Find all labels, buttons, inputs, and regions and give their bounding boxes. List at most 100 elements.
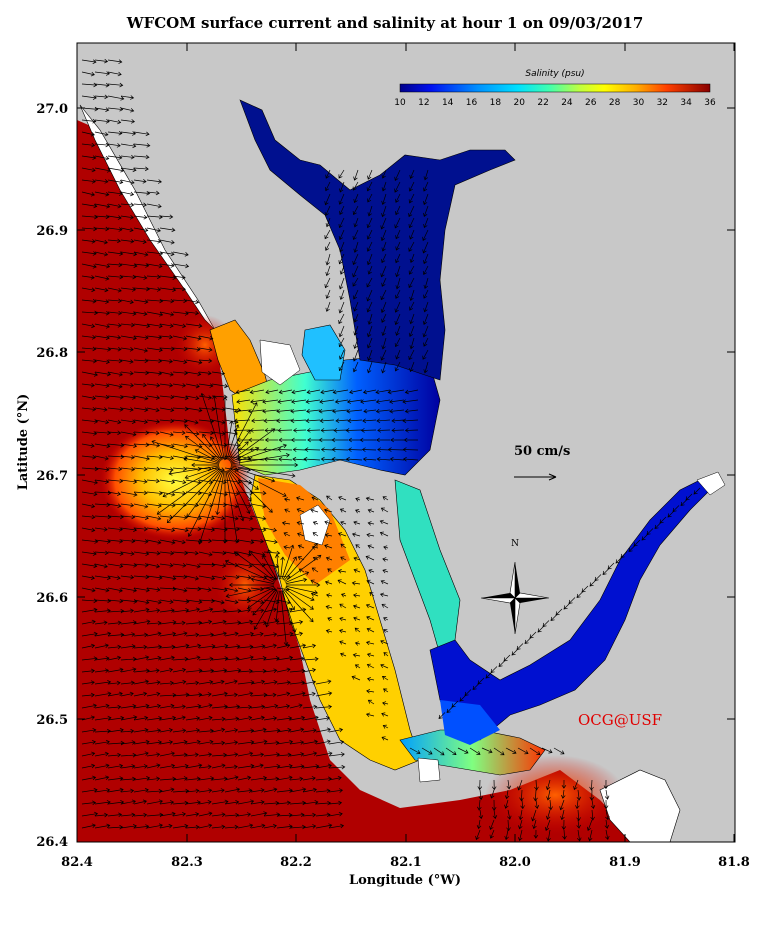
current-vector (159, 599, 174, 604)
current-vector (680, 499, 688, 506)
current-vector (387, 447, 405, 452)
current-vector (379, 531, 389, 537)
current-vector (146, 716, 163, 721)
current-vector (281, 544, 295, 580)
current-vector (81, 406, 97, 412)
current-vector (517, 747, 529, 755)
current-vector (81, 454, 97, 460)
current-vector (654, 522, 662, 529)
current-vector (267, 549, 279, 580)
current-vector (159, 298, 175, 304)
current-vector (94, 179, 109, 184)
current-vector (159, 311, 175, 317)
current-vector (81, 335, 96, 340)
current-vector (345, 428, 363, 433)
current-vector (94, 287, 109, 293)
current-vector (685, 493, 693, 501)
current-vector (120, 667, 137, 673)
current-vector (381, 325, 387, 337)
current-vector (159, 334, 173, 340)
current-vector (339, 241, 345, 253)
current-vector (306, 389, 321, 395)
current-vector (224, 515, 239, 521)
current-vector (224, 491, 240, 496)
current-vector (263, 539, 278, 545)
current-vector (156, 468, 221, 515)
island-small-3 (417, 757, 441, 783)
current-vector (560, 809, 565, 821)
current-vector (331, 456, 349, 462)
x-tick-labels: 82.4 82.3 82.2 82.1 82.0 81.9 81.8 (61, 855, 750, 870)
current-vector (194, 449, 220, 463)
current-vector (94, 800, 111, 805)
current-vector (351, 580, 361, 586)
current-vector (120, 311, 137, 316)
current-vector (451, 700, 459, 708)
x-tick-label: 82.4 (61, 855, 93, 870)
current-vector (302, 787, 317, 793)
current-vector (198, 515, 215, 521)
current-vector (394, 337, 401, 348)
current-vector (159, 467, 174, 472)
current-vector (229, 468, 259, 490)
current-vector (340, 652, 347, 657)
current-vector (366, 689, 375, 694)
current-vector (94, 715, 112, 721)
current-vector (366, 325, 373, 338)
current-vector (302, 728, 317, 733)
current-vector (107, 608, 125, 614)
current-vector (337, 579, 347, 585)
x-tick-label: 82.3 (171, 855, 203, 870)
current-vector (289, 691, 306, 697)
current-vector (320, 456, 335, 462)
current-vector (107, 587, 123, 593)
current-vector (253, 590, 278, 630)
current-vector (247, 588, 276, 609)
current-vector (120, 179, 135, 185)
current-vector (133, 323, 151, 329)
current-vector (172, 800, 189, 806)
current-vector (353, 241, 359, 253)
current-vector (387, 389, 405, 395)
current-vector (185, 716, 201, 721)
current-vector (641, 533, 649, 541)
current-vector (278, 456, 293, 462)
current-vector (376, 437, 390, 443)
current-vector (395, 229, 401, 240)
current-vector (589, 579, 597, 587)
colorbar-label: 30 (633, 98, 645, 108)
current-vector (324, 229, 331, 240)
current-vector (553, 747, 565, 755)
current-vector (408, 181, 415, 192)
current-vector (133, 764, 148, 769)
current-vector (81, 95, 97, 100)
x-tick-label: 81.8 (718, 855, 750, 870)
current-vector (81, 323, 96, 329)
current-vector (237, 823, 254, 829)
current-vector (133, 727, 149, 733)
current-vector (402, 418, 419, 424)
current-vector (380, 217, 387, 230)
current-vector (498, 660, 506, 667)
current-vector (233, 551, 276, 582)
current-vector (185, 526, 202, 532)
current-vector (289, 607, 307, 613)
current-vector (224, 587, 239, 593)
current-vector (576, 819, 581, 829)
current-vector (224, 800, 240, 805)
current-vector (146, 620, 162, 626)
current-vector (302, 751, 318, 757)
current-vector (246, 587, 275, 601)
current-vector (380, 579, 389, 585)
current-vector (94, 775, 110, 781)
current-vector (224, 740, 239, 745)
current-vector (408, 241, 415, 252)
current-vector (172, 643, 190, 649)
current-vector (305, 418, 321, 424)
current-vector (353, 217, 359, 228)
current-vector (504, 789, 510, 800)
current-vector (282, 556, 297, 580)
current-vector (366, 277, 373, 288)
current-vector (120, 574, 135, 580)
current-vector (120, 764, 136, 769)
